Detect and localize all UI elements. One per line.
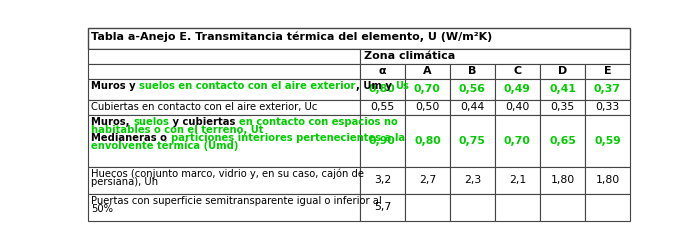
Bar (405, 64, 450, 79)
Bar (450, 167, 495, 194)
Bar (360, 49, 630, 64)
Text: 1,80: 1,80 (550, 175, 575, 185)
Text: Huecos (conjunto marco, vidrio y, en su caso, cajón de: Huecos (conjunto marco, vidrio y, en su … (91, 169, 364, 179)
Bar (540, 167, 585, 194)
Text: suelos: suelos (133, 117, 169, 127)
Bar (88, 194, 360, 221)
Text: 0,33: 0,33 (596, 102, 620, 113)
Bar (88, 49, 360, 64)
Bar (360, 100, 405, 115)
Bar (495, 115, 540, 167)
Bar (88, 115, 360, 167)
Text: 0,70: 0,70 (414, 84, 441, 94)
Bar (495, 167, 540, 194)
Text: A: A (423, 66, 432, 76)
Bar (450, 194, 495, 221)
Text: envolvente térmica (Umd): envolvente térmica (Umd) (91, 141, 239, 151)
Text: Us: Us (395, 81, 409, 91)
Text: y cubiertas: y cubiertas (169, 117, 239, 127)
Bar (540, 64, 585, 79)
Bar (495, 64, 540, 79)
Text: 2,3: 2,3 (464, 175, 481, 185)
Bar (585, 100, 630, 115)
Bar (540, 115, 585, 167)
Text: 0,41: 0,41 (549, 84, 576, 94)
Bar (405, 194, 450, 221)
Bar (405, 115, 450, 167)
Text: en contacto con espacios no: en contacto con espacios no (239, 117, 398, 127)
Bar (405, 100, 450, 115)
Bar (360, 79, 405, 100)
Bar (540, 194, 585, 221)
Bar (360, 115, 405, 167)
Text: Muros y: Muros y (91, 81, 139, 91)
Bar (495, 79, 540, 100)
Text: 0,40: 0,40 (505, 102, 530, 113)
Text: 3,2: 3,2 (374, 175, 391, 185)
Text: particiones interiores pertenecientes a la: particiones interiores pertenecientes a … (171, 133, 405, 143)
Text: persiana), Uh: persiana), Uh (91, 177, 158, 187)
Text: α: α (379, 66, 386, 76)
Text: 0,70: 0,70 (504, 136, 531, 146)
Text: 2,1: 2,1 (509, 175, 526, 185)
Bar (585, 79, 630, 100)
Bar (88, 167, 360, 194)
Text: Cubiertas en contacto con el aire exterior, Uc: Cubiertas en contacto con el aire exteri… (91, 102, 318, 112)
Bar (360, 194, 405, 221)
Bar (88, 28, 630, 49)
Text: habitables o con el terreno, Ut: habitables o con el terreno, Ut (91, 125, 264, 135)
Bar (450, 64, 495, 79)
Text: Puertas con superficie semitransparente igual o inferior al: Puertas con superficie semitransparente … (91, 196, 382, 206)
Text: B: B (468, 66, 477, 76)
Bar (405, 167, 450, 194)
Bar (585, 194, 630, 221)
Text: 0,80: 0,80 (414, 136, 441, 146)
Text: 0,56: 0,56 (459, 84, 486, 94)
Text: 0,50: 0,50 (415, 102, 440, 113)
Text: 0,44: 0,44 (461, 102, 484, 113)
Bar (495, 194, 540, 221)
Text: 1,80: 1,80 (596, 175, 620, 185)
Text: 0,80: 0,80 (369, 84, 396, 94)
Text: 0,59: 0,59 (594, 136, 621, 146)
Text: Tabla a-Anejo E. Transmitancia térmica del elemento, U (W/m²K): Tabla a-Anejo E. Transmitancia térmica d… (91, 32, 493, 42)
Text: 2,7: 2,7 (419, 175, 436, 185)
Text: 0,90: 0,90 (369, 136, 396, 146)
Text: 50%: 50% (91, 204, 113, 214)
Text: 0,37: 0,37 (594, 84, 621, 94)
Text: Muros,: Muros, (91, 117, 133, 127)
Text: D: D (558, 66, 567, 76)
Text: 0,49: 0,49 (504, 84, 531, 94)
Bar (585, 64, 630, 79)
Text: suelos en contacto con el aire exterior: suelos en contacto con el aire exterior (139, 81, 356, 91)
Bar (88, 64, 360, 79)
Text: , Um y: , Um y (356, 81, 396, 91)
Text: 0,55: 0,55 (370, 102, 395, 113)
Text: 0,35: 0,35 (550, 102, 575, 113)
Bar (450, 79, 495, 100)
Bar (405, 79, 450, 100)
Bar (585, 167, 630, 194)
Bar (450, 115, 495, 167)
Bar (450, 100, 495, 115)
Text: Zona climática: Zona climática (364, 51, 456, 61)
Bar (360, 167, 405, 194)
Bar (540, 79, 585, 100)
Text: C: C (513, 66, 522, 76)
Text: 0,75: 0,75 (459, 136, 486, 146)
Bar (540, 100, 585, 115)
Bar (360, 64, 405, 79)
Bar (88, 79, 360, 100)
Bar (88, 100, 360, 115)
Text: E: E (603, 66, 611, 76)
Text: 5,7: 5,7 (374, 202, 391, 212)
Text: 0,65: 0,65 (549, 136, 576, 146)
Bar (495, 100, 540, 115)
Text: Medianeras o: Medianeras o (91, 133, 171, 143)
Bar (585, 115, 630, 167)
